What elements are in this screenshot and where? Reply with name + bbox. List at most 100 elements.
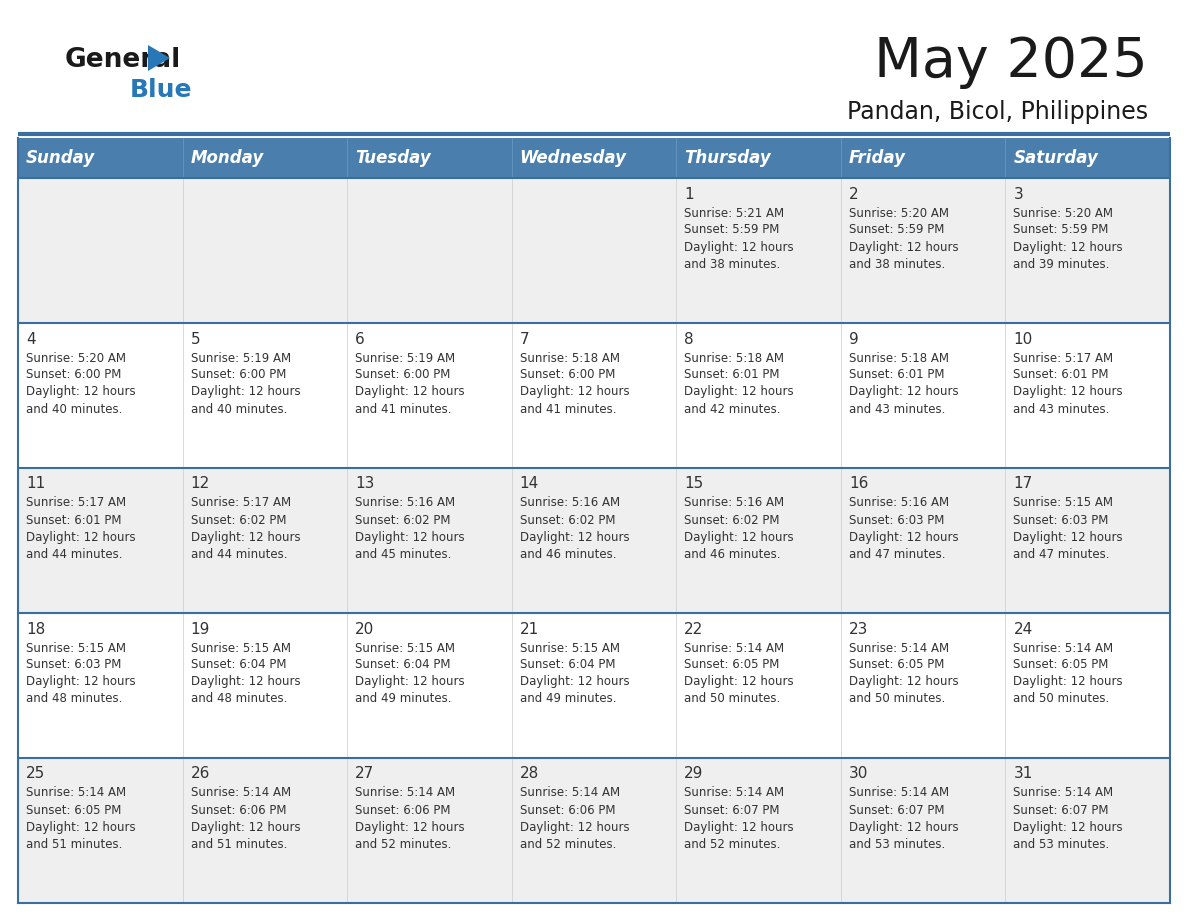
Text: and 46 minutes.: and 46 minutes.: [519, 547, 617, 561]
Text: Sunset: 6:03 PM: Sunset: 6:03 PM: [26, 658, 121, 671]
Text: and 49 minutes.: and 49 minutes.: [355, 692, 451, 706]
Bar: [347, 323, 512, 468]
Text: 7: 7: [519, 331, 530, 346]
Text: Sunset: 6:01 PM: Sunset: 6:01 PM: [684, 368, 779, 382]
Text: Sunset: 6:01 PM: Sunset: 6:01 PM: [849, 368, 944, 382]
Text: 4: 4: [26, 331, 36, 346]
Bar: [18, 138, 183, 178]
Text: Wednesday: Wednesday: [519, 149, 627, 167]
Text: Pandan, Bicol, Philippines: Pandan, Bicol, Philippines: [847, 100, 1148, 124]
Text: Daylight: 12 hours: Daylight: 12 hours: [519, 821, 630, 834]
Bar: [1005, 468, 1170, 613]
Text: Sunrise: 5:20 AM: Sunrise: 5:20 AM: [1013, 207, 1113, 219]
Bar: [347, 138, 512, 178]
Text: Daylight: 12 hours: Daylight: 12 hours: [1013, 386, 1123, 398]
Text: Sunset: 6:01 PM: Sunset: 6:01 PM: [1013, 368, 1108, 382]
Text: Sunset: 5:59 PM: Sunset: 5:59 PM: [849, 223, 944, 237]
Bar: [512, 138, 676, 178]
Text: and 53 minutes.: and 53 minutes.: [1013, 837, 1110, 850]
Text: Sunset: 6:04 PM: Sunset: 6:04 PM: [355, 658, 450, 671]
Text: and 49 minutes.: and 49 minutes.: [519, 692, 617, 706]
Bar: [512, 758, 676, 903]
Text: Daylight: 12 hours: Daylight: 12 hours: [1013, 241, 1123, 253]
Text: and 53 minutes.: and 53 minutes.: [849, 837, 946, 850]
Text: and 40 minutes.: and 40 minutes.: [26, 402, 122, 416]
Bar: [512, 468, 676, 613]
Text: and 47 minutes.: and 47 minutes.: [849, 547, 946, 561]
Bar: [841, 613, 1005, 758]
Text: Sunrise: 5:16 AM: Sunrise: 5:16 AM: [849, 497, 949, 509]
Text: 22: 22: [684, 621, 703, 636]
Text: and 48 minutes.: and 48 minutes.: [190, 692, 287, 706]
Bar: [18, 323, 183, 468]
Text: 18: 18: [26, 621, 45, 636]
Bar: [183, 613, 347, 758]
Text: 12: 12: [190, 476, 210, 491]
Text: Sunrise: 5:14 AM: Sunrise: 5:14 AM: [684, 787, 784, 800]
Text: Daylight: 12 hours: Daylight: 12 hours: [849, 821, 959, 834]
Text: Sunset: 6:07 PM: Sunset: 6:07 PM: [849, 803, 944, 816]
Text: Sunrise: 5:14 AM: Sunrise: 5:14 AM: [190, 787, 291, 800]
Text: and 39 minutes.: and 39 minutes.: [1013, 258, 1110, 271]
Bar: [512, 178, 676, 323]
Text: Daylight: 12 hours: Daylight: 12 hours: [1013, 676, 1123, 688]
Text: 29: 29: [684, 767, 703, 781]
Text: 1: 1: [684, 186, 694, 201]
Text: 9: 9: [849, 331, 859, 346]
Bar: [676, 613, 841, 758]
Bar: [1005, 758, 1170, 903]
Text: Sunrise: 5:16 AM: Sunrise: 5:16 AM: [355, 497, 455, 509]
Text: and 42 minutes.: and 42 minutes.: [684, 402, 781, 416]
Text: and 51 minutes.: and 51 minutes.: [26, 837, 122, 850]
Text: Sunset: 6:06 PM: Sunset: 6:06 PM: [355, 803, 450, 816]
Text: Sunrise: 5:20 AM: Sunrise: 5:20 AM: [849, 207, 949, 219]
Text: Daylight: 12 hours: Daylight: 12 hours: [849, 676, 959, 688]
Text: 30: 30: [849, 767, 868, 781]
Text: 10: 10: [1013, 331, 1032, 346]
Text: Sunrise: 5:14 AM: Sunrise: 5:14 AM: [26, 787, 126, 800]
Text: Daylight: 12 hours: Daylight: 12 hours: [190, 676, 301, 688]
Bar: [183, 323, 347, 468]
Text: Sunset: 6:03 PM: Sunset: 6:03 PM: [1013, 513, 1108, 527]
Bar: [841, 323, 1005, 468]
Text: Sunrise: 5:17 AM: Sunrise: 5:17 AM: [26, 497, 126, 509]
Bar: [183, 468, 347, 613]
Text: May 2025: May 2025: [874, 35, 1148, 89]
Text: Sunrise: 5:15 AM: Sunrise: 5:15 AM: [355, 642, 455, 655]
Text: and 47 minutes.: and 47 minutes.: [1013, 547, 1110, 561]
Bar: [18, 758, 183, 903]
Text: and 48 minutes.: and 48 minutes.: [26, 692, 122, 706]
Text: Sunrise: 5:14 AM: Sunrise: 5:14 AM: [1013, 642, 1113, 655]
Text: 20: 20: [355, 621, 374, 636]
Text: Daylight: 12 hours: Daylight: 12 hours: [684, 676, 794, 688]
Text: Daylight: 12 hours: Daylight: 12 hours: [1013, 531, 1123, 543]
Text: 17: 17: [1013, 476, 1032, 491]
Text: Sunrise: 5:17 AM: Sunrise: 5:17 AM: [190, 497, 291, 509]
Text: Daylight: 12 hours: Daylight: 12 hours: [190, 821, 301, 834]
Text: Sunset: 6:00 PM: Sunset: 6:00 PM: [519, 368, 615, 382]
Bar: [1005, 138, 1170, 178]
Text: General: General: [65, 47, 182, 73]
Text: and 50 minutes.: and 50 minutes.: [1013, 692, 1110, 706]
Text: Sunrise: 5:18 AM: Sunrise: 5:18 AM: [519, 352, 620, 364]
Text: Sunrise: 5:19 AM: Sunrise: 5:19 AM: [355, 352, 455, 364]
Text: 25: 25: [26, 767, 45, 781]
Text: Sunset: 6:02 PM: Sunset: 6:02 PM: [190, 513, 286, 527]
Text: 31: 31: [1013, 767, 1032, 781]
Text: 24: 24: [1013, 621, 1032, 636]
Text: Daylight: 12 hours: Daylight: 12 hours: [849, 531, 959, 543]
Text: Sunset: 6:02 PM: Sunset: 6:02 PM: [355, 513, 450, 527]
Text: Daylight: 12 hours: Daylight: 12 hours: [355, 386, 465, 398]
Text: Sunset: 6:00 PM: Sunset: 6:00 PM: [355, 368, 450, 382]
Text: Sunset: 6:02 PM: Sunset: 6:02 PM: [519, 513, 615, 527]
Text: and 50 minutes.: and 50 minutes.: [684, 692, 781, 706]
Bar: [512, 323, 676, 468]
Text: 11: 11: [26, 476, 45, 491]
Text: and 38 minutes.: and 38 minutes.: [849, 258, 946, 271]
Text: Daylight: 12 hours: Daylight: 12 hours: [684, 241, 794, 253]
Text: 8: 8: [684, 331, 694, 346]
Polygon shape: [148, 45, 170, 71]
Text: Daylight: 12 hours: Daylight: 12 hours: [684, 386, 794, 398]
Text: Sunrise: 5:16 AM: Sunrise: 5:16 AM: [519, 497, 620, 509]
Text: Sunset: 6:00 PM: Sunset: 6:00 PM: [190, 368, 286, 382]
